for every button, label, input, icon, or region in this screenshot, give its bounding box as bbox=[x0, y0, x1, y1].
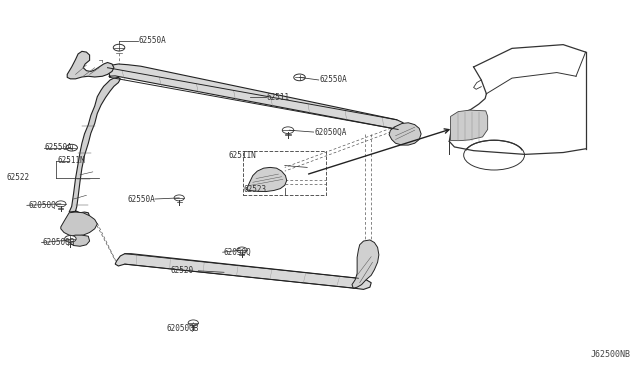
Text: 62550A: 62550A bbox=[128, 195, 156, 203]
Text: 62050QB: 62050QB bbox=[43, 238, 76, 247]
Polygon shape bbox=[69, 235, 90, 246]
Text: 62050Q: 62050Q bbox=[28, 201, 56, 210]
Text: 62522: 62522 bbox=[6, 173, 29, 182]
Text: 62511M: 62511M bbox=[58, 156, 85, 165]
Text: 62523: 62523 bbox=[243, 185, 266, 194]
Polygon shape bbox=[67, 51, 114, 79]
Circle shape bbox=[113, 44, 125, 51]
Circle shape bbox=[188, 320, 198, 326]
Polygon shape bbox=[69, 77, 120, 221]
Circle shape bbox=[282, 127, 294, 134]
Polygon shape bbox=[108, 64, 403, 129]
Polygon shape bbox=[451, 110, 488, 141]
Polygon shape bbox=[389, 123, 421, 145]
Text: 62550A: 62550A bbox=[45, 143, 72, 152]
Polygon shape bbox=[115, 254, 371, 289]
Text: 62050QB: 62050QB bbox=[166, 324, 199, 333]
Polygon shape bbox=[61, 212, 97, 236]
Circle shape bbox=[174, 195, 184, 201]
Text: 62050Q: 62050Q bbox=[224, 248, 252, 257]
Circle shape bbox=[66, 144, 77, 151]
Text: 62511N: 62511N bbox=[228, 151, 256, 160]
Circle shape bbox=[65, 235, 76, 242]
Text: 62520: 62520 bbox=[171, 266, 194, 275]
Text: 62050QA: 62050QA bbox=[315, 128, 348, 137]
Polygon shape bbox=[352, 240, 379, 288]
Circle shape bbox=[56, 201, 66, 207]
Circle shape bbox=[294, 74, 305, 81]
Text: 62511: 62511 bbox=[267, 93, 290, 102]
Bar bbox=[243, 151, 326, 195]
Text: J62500NB: J62500NB bbox=[590, 350, 630, 359]
Text: 62550A: 62550A bbox=[139, 36, 166, 45]
Polygon shape bbox=[246, 167, 287, 192]
Text: 62550A: 62550A bbox=[320, 76, 348, 84]
Circle shape bbox=[237, 247, 247, 253]
